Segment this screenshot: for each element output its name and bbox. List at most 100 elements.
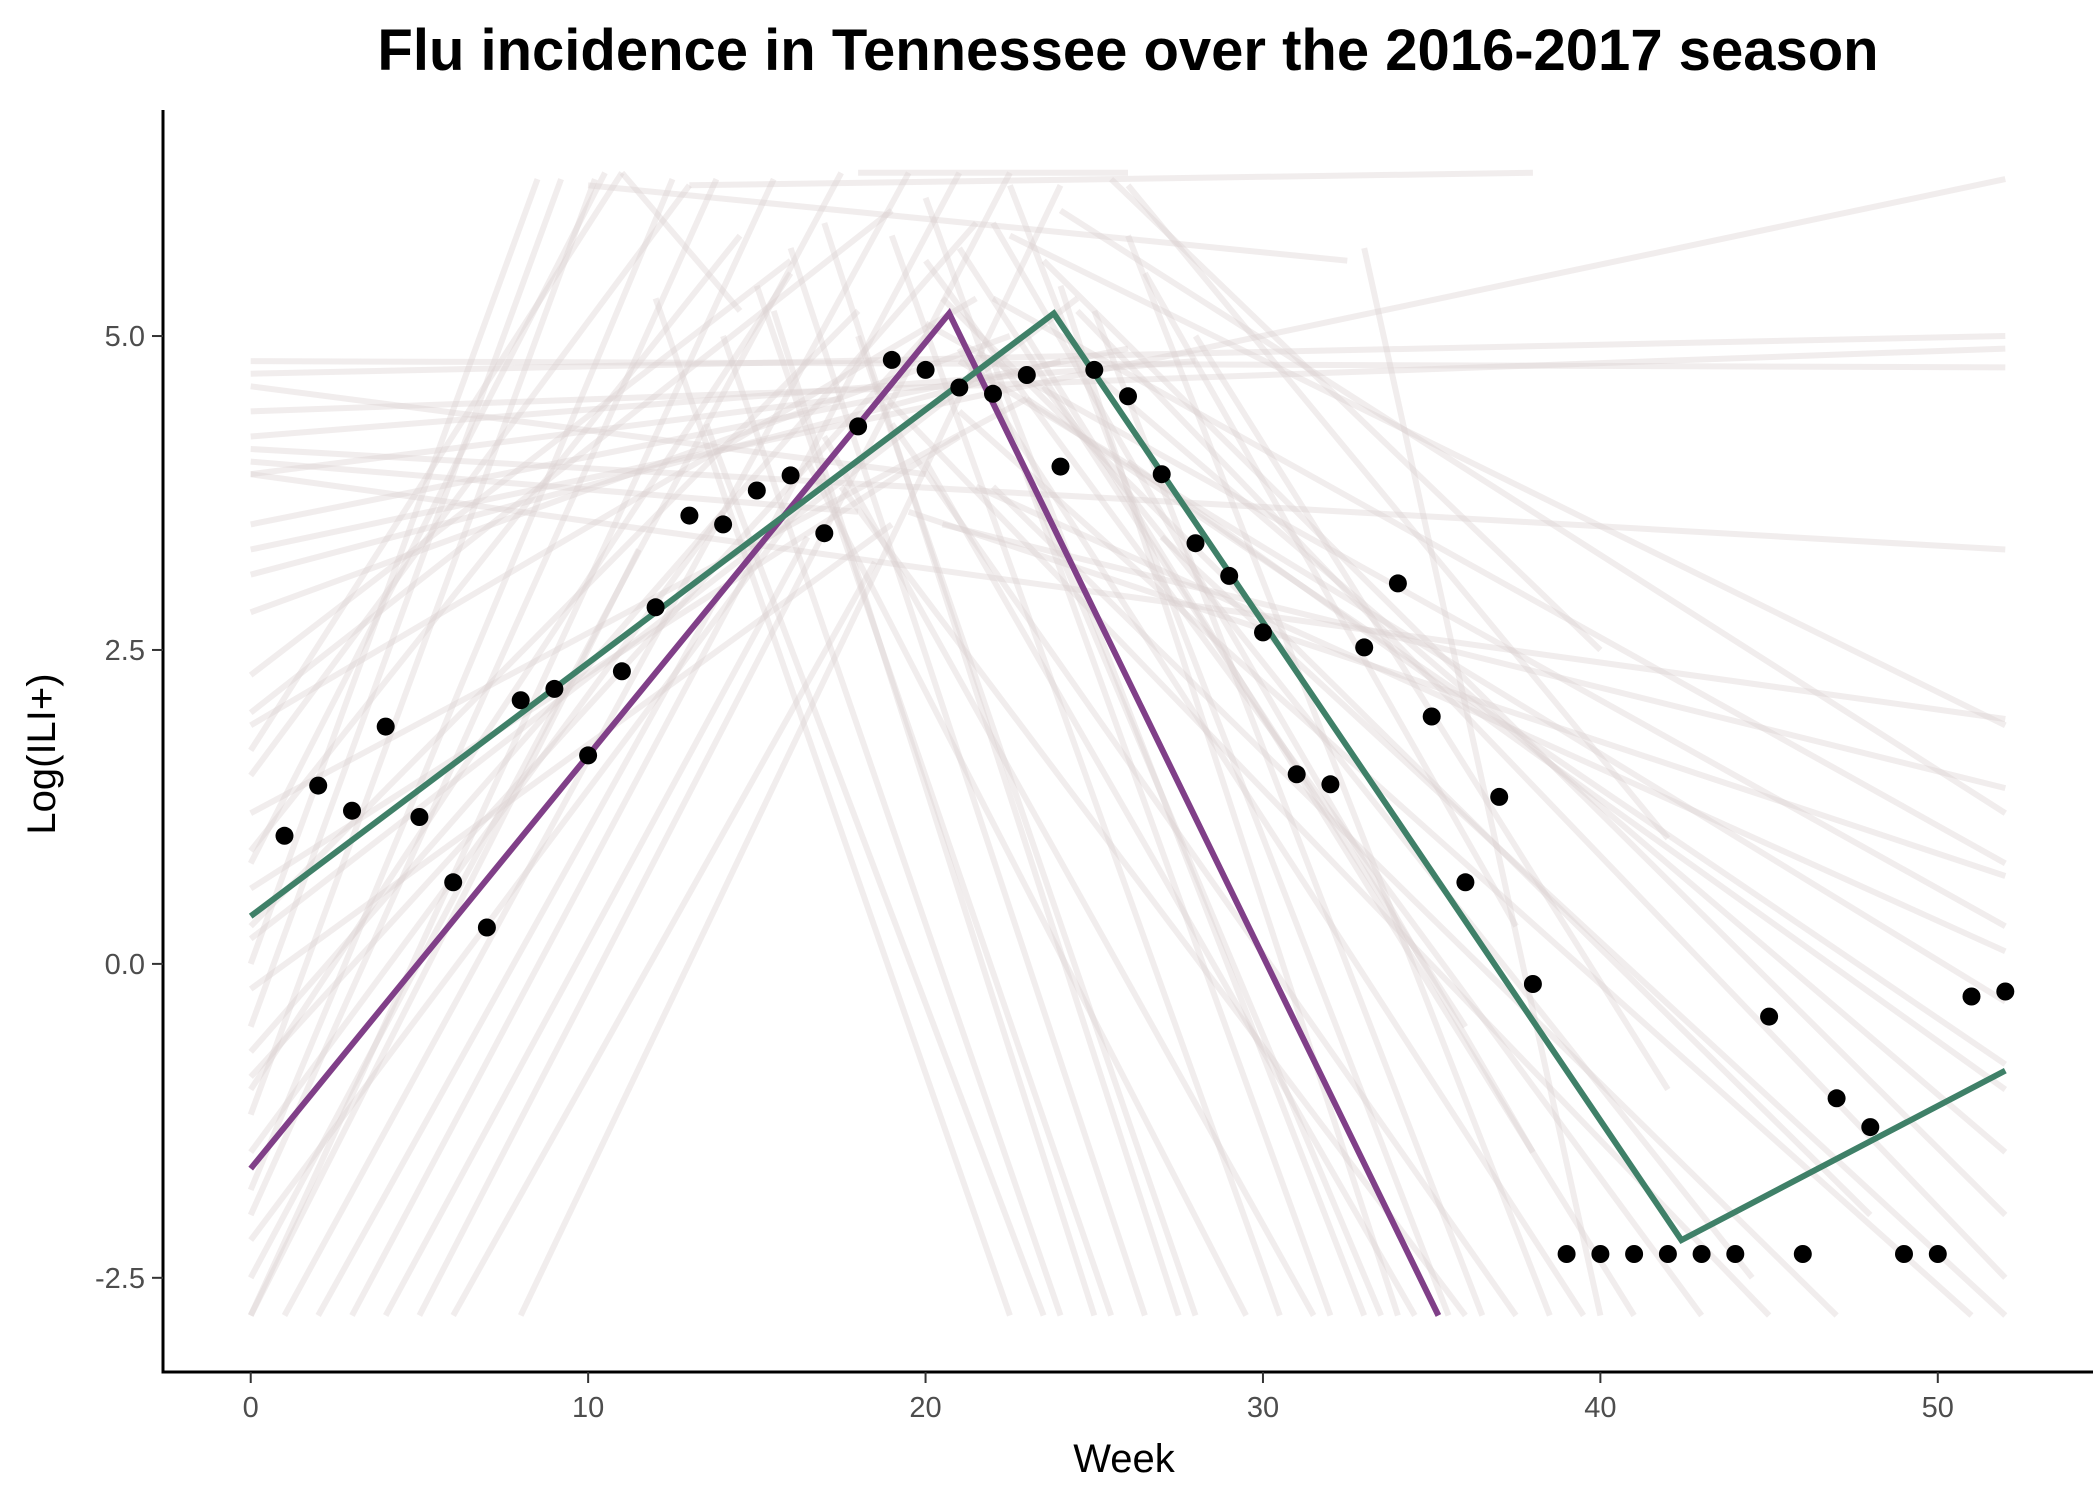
sample-trajectory-line — [1007, 184, 1452, 1317]
observed-point — [1422, 707, 1441, 726]
sample-trajectory-line — [248, 183, 692, 778]
sample-trajectory-line — [821, 222, 1182, 1317]
sample-trajectories — [247, 169, 2008, 1318]
observed-point — [1658, 1245, 1677, 1263]
x-tick-label: 50 — [1922, 1392, 1954, 1424]
sample-trajectory-line — [991, 295, 2007, 867]
sample-trajectory-line — [1008, 232, 2007, 728]
sample-trajectory-line — [383, 535, 811, 1317]
observed-point — [1254, 623, 1272, 642]
sample-trajectory-line — [1058, 207, 2007, 816]
sample-trajectory-line — [250, 358, 1196, 440]
observed-point — [1625, 1245, 1644, 1263]
sample-trajectory-line — [990, 484, 1839, 1318]
x-tick-label: 20 — [909, 1392, 941, 1424]
observed-point — [545, 679, 564, 698]
sample-trajectory-line — [1361, 247, 1604, 1317]
observed-point — [1152, 465, 1171, 484]
sample-trajectory-line — [974, 483, 2007, 955]
sample-trajectory-line — [250, 383, 926, 478]
y-tick-label: 2.5 — [105, 635, 145, 667]
sample-trajectory-line — [248, 472, 827, 1242]
sample-trajectory-line — [248, 208, 894, 716]
observed-point — [1895, 1245, 1913, 1263]
sample-trajectory-line — [1075, 308, 2008, 1280]
sample-trajectory-line — [922, 196, 1334, 1317]
sample-trajectory-line — [249, 295, 978, 728]
observed-points — [275, 350, 2015, 1263]
sample-trajectory-line — [248, 296, 1080, 942]
observed-point — [579, 746, 598, 765]
x-tick-label: 0 — [243, 1392, 259, 1424]
observed-point — [950, 378, 969, 397]
sample-trajectory-line — [990, 221, 1536, 1154]
sample-trajectory-line — [249, 396, 1029, 816]
observed-point — [646, 598, 665, 617]
sample-trajectory-line — [1159, 534, 2008, 1318]
x-axis-label: Week — [1073, 1437, 1176, 1481]
observed-point — [343, 801, 361, 820]
observed-point — [1591, 1245, 1610, 1263]
sample-trajectory-line — [872, 384, 1772, 1318]
sample-trajectory-line — [753, 284, 1114, 1317]
observed-point — [1861, 1118, 1880, 1137]
sample-trajectory-line — [855, 335, 1199, 1317]
sample-trajectory-line — [1125, 183, 1671, 841]
observed-point — [1355, 638, 1374, 657]
observed-point — [309, 776, 328, 795]
observed-point — [916, 360, 935, 379]
sample-trajectory-line — [907, 508, 2007, 879]
sample-trajectory-line — [1024, 334, 1637, 1318]
x-axis-ticks: 0 10 20 30 40 50 — [243, 1372, 1954, 1424]
observed-point — [376, 717, 395, 736]
observed-point — [275, 826, 294, 845]
sample-trajectory-line — [956, 346, 1587, 1318]
sample-trajectory-line — [349, 171, 962, 1317]
observed-point — [747, 481, 766, 500]
observed-point — [1692, 1245, 1711, 1263]
sample-trajectory-line — [821, 435, 1317, 1317]
sample-trajectory-line — [248, 333, 928, 1079]
sample-trajectory-line — [248, 171, 844, 1280]
x-tick-label: 30 — [1247, 1392, 1279, 1424]
observed-point — [1085, 360, 1104, 379]
sample-trajectory-line — [247, 177, 676, 1192]
sample-trajectory-line — [1057, 284, 1401, 1317]
observed-point — [1928, 1245, 1947, 1263]
sample-trajectory-line — [957, 409, 1974, 1318]
observed-point — [882, 350, 901, 369]
observed-point — [984, 384, 1002, 403]
sample-trajectory-line — [247, 178, 564, 1028]
observed-point — [1287, 765, 1306, 784]
sample-trajectory-line — [804, 460, 1249, 1317]
sample-trajectory-line — [250, 458, 859, 515]
sample-trajectory-line — [1126, 459, 2008, 1092]
sample-trajectory-line — [248, 258, 793, 678]
observed-point — [1557, 1245, 1576, 1263]
observed-point — [1186, 534, 1205, 553]
sample-trajectory-line — [248, 308, 861, 929]
y-tick-label: -2.5 — [95, 1263, 145, 1295]
sample-trajectory-line — [990, 360, 1367, 1317]
y-tick-label: 5.0 — [105, 321, 145, 353]
sample-trajectory-line — [720, 335, 1064, 1317]
observed-point — [849, 417, 868, 436]
observed-point — [714, 515, 733, 534]
observed-point — [1388, 574, 1407, 593]
observed-point — [612, 662, 631, 681]
x-tick-label: 10 — [572, 1392, 604, 1424]
sample-trajectory-line — [250, 471, 2006, 722]
sample-trajectory-line — [838, 484, 1468, 1318]
sample-trajectory-line — [1142, 271, 1519, 928]
sample-trajectory-line — [247, 177, 720, 1217]
sample-trajectory-line — [1092, 371, 2008, 1155]
sample-trajectory-line — [652, 297, 1013, 1317]
sample-trajectory-line — [250, 345, 2006, 415]
sample-trajectory-line — [924, 320, 2007, 929]
y-tick-label: 0.0 — [105, 949, 145, 981]
sample-trajectory-line — [249, 358, 1062, 578]
sample-trajectory-line — [248, 171, 608, 865]
sample-trajectory-line — [923, 258, 1705, 1318]
observed-point — [815, 524, 834, 543]
sample-trajectory-line — [249, 433, 961, 892]
